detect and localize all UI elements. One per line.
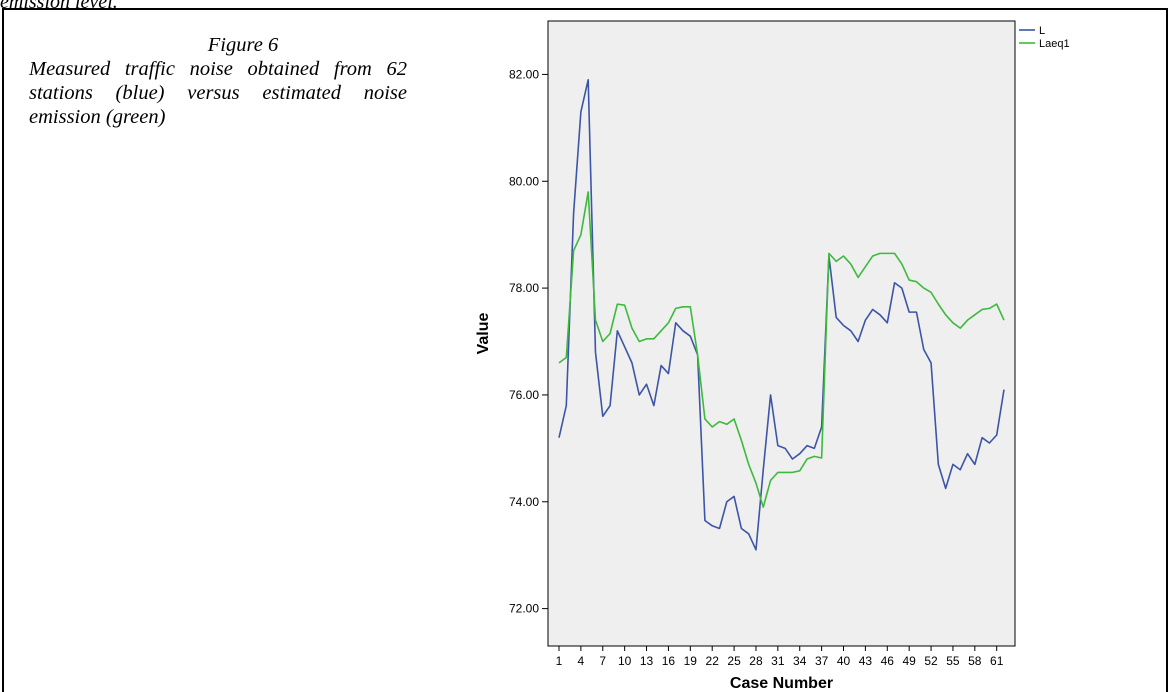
x-tick-label: 25 (727, 654, 741, 668)
y-axis: 72.00 74.00 76.00 78.00 80.00 82.00 (509, 67, 548, 616)
figure-caption: Figure 6 Measured traffic noise obtained… (29, 33, 407, 129)
x-tick-label: 58 (968, 654, 982, 668)
x-tick-label: 61 (990, 654, 1004, 668)
x-tick-label: 22 (706, 654, 720, 668)
y-tick-label: 74.00 (509, 495, 539, 509)
x-tick-label: 7 (599, 654, 606, 668)
legend-label: Laeq1 (1039, 38, 1070, 50)
figure-caption-title: Figure 6 (207, 34, 279, 56)
legend-label: L (1039, 25, 1045, 37)
x-tick-label: 46 (881, 654, 895, 668)
series-layer (558, 78, 1005, 551)
x-axis: 1 4 7 10 13 16 19 22 25 28 31 34 37 40 43 46 49 52 55 58 61 (556, 646, 1004, 668)
plot-area (547, 20, 1016, 647)
y-tick-label: 78.00 (509, 281, 539, 295)
x-tick-label: 4 (578, 654, 585, 668)
y-tick-label: 76.00 (509, 388, 539, 402)
y-axis-label: Value (475, 313, 492, 355)
x-tick-label: 19 (684, 654, 698, 668)
series-line-laeq1 (558, 191, 1005, 508)
x-tick-label: 10 (618, 654, 632, 668)
y-tick-label: 82.00 (509, 67, 539, 81)
x-axis-label: Case Number (730, 675, 833, 692)
x-tick-label: 49 (902, 654, 916, 668)
x-tick-label: 34 (793, 654, 807, 668)
x-tick-label: 55 (946, 654, 960, 668)
x-tick-label: 40 (837, 654, 851, 668)
figure-frame (2, 8, 1168, 692)
x-tick-label: 31 (771, 654, 785, 668)
y-tick-label: 72.00 (509, 602, 539, 616)
x-tick-label: 52 (924, 654, 938, 668)
x-tick-label: 13 (640, 654, 654, 668)
x-tick-label: 1 (556, 654, 563, 668)
series-line-l (558, 78, 1005, 551)
x-tick-label: 37 (815, 654, 829, 668)
x-tick-label: 16 (662, 654, 676, 668)
x-tick-label: 43 (859, 654, 873, 668)
figure-caption-text: Measured traffic noise obtained from 62 … (29, 58, 407, 128)
x-tick-label: 28 (749, 654, 763, 668)
y-tick-label: 80.00 (509, 174, 539, 188)
